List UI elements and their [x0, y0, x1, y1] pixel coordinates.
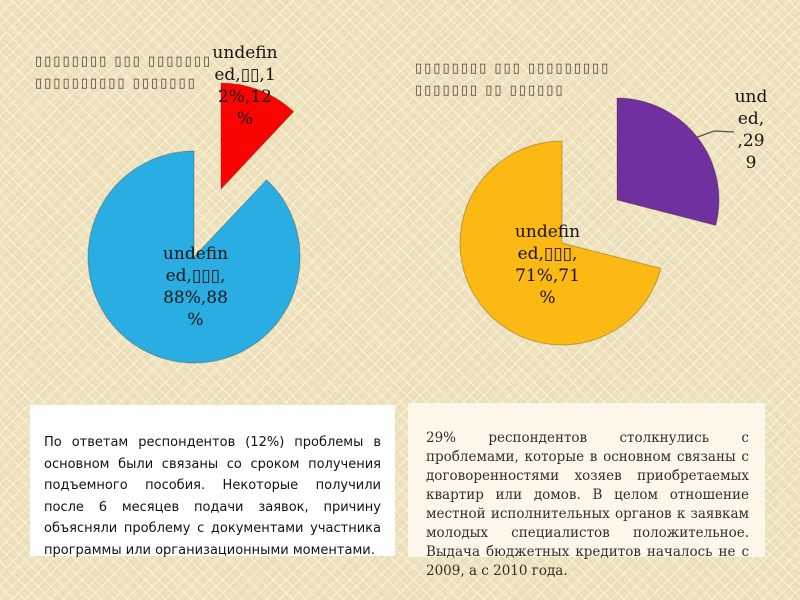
- label-line: %: [236, 109, 254, 129]
- purple-slice-leader-line: [694, 130, 735, 139]
- left-caption-box: По ответам респондентов (12%) проблемы в…: [30, 405, 395, 558]
- left-caption-text: По ответам респондентов (12%) проблемы в…: [44, 435, 381, 558]
- right-pie-exploded-slice: [616, 97, 720, 227]
- right-chart-title-line2: ▯▯▯▯▯▯▯ ▯▯ ▯▯▯▯▯▯: [415, 83, 565, 98]
- label-line: %: [539, 288, 556, 308]
- left-pie-main-slice-label: undefin ed,▯▯▯, 88%,88 %: [148, 243, 243, 331]
- label-line: ,29: [737, 131, 765, 151]
- label-line: ed,▯▯,1: [214, 65, 276, 85]
- label-line: ed,: [737, 109, 765, 129]
- label-line: undefin: [212, 43, 278, 63]
- left-pie-main-slice: [87, 150, 301, 364]
- label-line: undefin: [514, 222, 581, 242]
- left-chart-title-line2: ▯▯▯▯▯▯▯▯▯▯ ▯▯▯▯▯▯▯: [35, 76, 197, 91]
- right-pie-exploded-slice-label: und ed, ,29 9: [712, 86, 790, 174]
- left-chart-title-line1: ▯▯▯▯▯▯▯▯ ▯▯▯ ▯▯▯▯▯▯▯: [35, 54, 213, 69]
- left-chart-title: ▯▯▯▯▯▯▯▯ ▯▯▯ ▯▯▯▯▯▯▯ ▯▯▯▯▯▯▯▯▯▯ ▯▯▯▯▯▯▯: [35, 51, 212, 95]
- label-line: undefin: [162, 244, 229, 264]
- right-caption-text: 29% респондентов столкнулись с проблемам…: [426, 430, 749, 579]
- label-line: ed,▯▯▯,: [165, 266, 226, 286]
- right-chart-title-line1: ▯▯▯▯▯▯▯▯ ▯▯▯ ▯▯▯▯▯▯▯▯▯: [415, 61, 611, 76]
- label-line: 88%,88: [163, 288, 228, 308]
- label-line: und: [734, 87, 768, 107]
- left-pie-exploded-slice: [220, 82, 295, 191]
- right-pie-main-slice: [459, 140, 662, 346]
- label-line: 71%,71: [515, 266, 580, 286]
- right-caption-box: 29% респондентов столкнулись с проблемам…: [408, 403, 765, 579]
- label-line: ed,▯▯▯,: [517, 244, 578, 264]
- right-chart-title: ▯▯▯▯▯▯▯▯ ▯▯▯ ▯▯▯▯▯▯▯▯▯ ▯▯▯▯▯▯▯ ▯▯ ▯▯▯▯▯▯: [415, 58, 610, 102]
- right-pie-main-slice-label: undefin ed,▯▯▯, 71%,71 %: [500, 221, 595, 309]
- label-line: 9: [745, 153, 757, 173]
- left-pie-exploded-slice-label: undefin ed,▯▯,1 2%,12 %: [200, 42, 290, 130]
- label-line: 2%,12: [217, 87, 272, 107]
- label-line: %: [187, 310, 204, 330]
